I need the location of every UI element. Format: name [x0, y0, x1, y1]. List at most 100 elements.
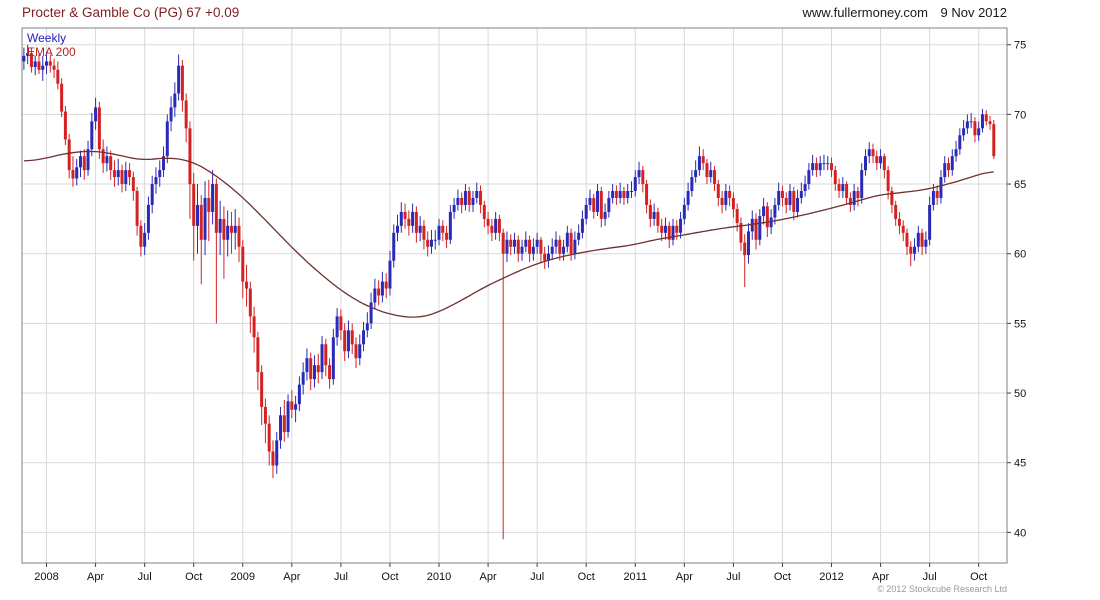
candle-body	[546, 253, 550, 261]
candle-body	[418, 225, 422, 233]
candle-body	[667, 225, 671, 240]
candle-body	[875, 156, 879, 164]
candle-body	[263, 406, 267, 424]
candle-body	[41, 65, 45, 70]
candle-body	[377, 288, 381, 296]
candle-body	[901, 225, 905, 233]
candle-body	[429, 239, 433, 247]
candle-body	[241, 246, 245, 282]
candle-body	[882, 156, 886, 171]
candle-body	[380, 281, 384, 296]
candle-body	[867, 149, 871, 157]
y-tick-label: 45	[1014, 458, 1026, 470]
candle-body	[784, 197, 788, 205]
ema-line	[23, 150, 994, 318]
candle-body	[422, 225, 426, 240]
candle-body	[343, 330, 347, 352]
y-tick-label: 55	[1014, 318, 1026, 330]
candle-body	[63, 111, 67, 140]
candle-body	[301, 372, 305, 385]
candle-body	[105, 156, 109, 164]
candle-body	[890, 191, 894, 205]
candle-body	[720, 197, 724, 205]
candle-body	[671, 225, 675, 240]
candle-body	[226, 225, 230, 240]
x-tick-label: Jul	[138, 571, 152, 583]
candle-body	[294, 404, 298, 410]
candle-body	[388, 260, 392, 289]
candle-body	[320, 344, 324, 373]
candle-body	[701, 156, 705, 164]
candle-body	[267, 423, 271, 452]
candle-body	[146, 204, 150, 233]
candle-body	[796, 197, 800, 212]
candle-body	[833, 170, 837, 185]
candle-body	[90, 121, 94, 150]
candle-body	[690, 177, 694, 192]
candle-body	[799, 191, 803, 198]
candle-body	[233, 225, 237, 233]
candle-body	[214, 184, 218, 233]
candle-body	[980, 114, 984, 129]
candle-body	[203, 197, 207, 240]
candle-body	[682, 204, 686, 219]
candle-body	[222, 218, 226, 240]
candle-body	[282, 415, 286, 433]
candle-body	[516, 239, 520, 254]
candle-body	[947, 163, 951, 171]
candle-body	[558, 239, 562, 254]
candle-body	[735, 209, 739, 224]
candle-body	[584, 204, 588, 219]
candle-body	[426, 239, 430, 247]
candle-body	[554, 239, 558, 247]
candle-body	[675, 225, 679, 233]
candle-body	[618, 191, 622, 198]
candle-body	[60, 83, 64, 112]
candle-body	[505, 239, 509, 254]
candle-body	[460, 197, 464, 205]
candle-body	[131, 177, 135, 192]
candle-body	[143, 232, 147, 247]
candle-body	[969, 121, 973, 123]
candle-body	[316, 365, 320, 373]
candle-body	[71, 170, 75, 179]
candle-body	[490, 225, 494, 233]
candle-body	[101, 149, 105, 164]
candle-body	[818, 163, 822, 171]
x-tick-label: Oct	[774, 571, 791, 583]
candle-body	[550, 246, 554, 254]
candle-body	[279, 415, 283, 441]
candle-body	[637, 170, 641, 178]
candle-body	[622, 191, 626, 198]
candle-body	[467, 191, 471, 205]
candle-body	[916, 232, 920, 247]
candle-body	[596, 191, 600, 212]
candle-body	[626, 191, 630, 198]
candle-body	[396, 225, 400, 233]
x-tick-label: Apr	[872, 571, 889, 583]
candle-body	[577, 232, 581, 240]
candle-body	[814, 163, 818, 171]
candle-body	[399, 211, 403, 226]
candle-body	[354, 344, 358, 359]
candle-body	[788, 191, 792, 205]
candle-body	[162, 156, 166, 171]
candle-body	[309, 358, 313, 380]
candle-body	[26, 53, 30, 56]
candle-body	[731, 197, 735, 210]
candle-body	[886, 170, 890, 192]
candle-body	[271, 451, 275, 466]
candle-body	[245, 281, 249, 289]
candle-body	[362, 330, 366, 345]
x-tick-label: Apr	[676, 571, 693, 583]
candlestick-series	[22, 44, 996, 540]
candle-body	[822, 163, 826, 165]
candle-body	[863, 156, 867, 171]
candle-body	[614, 191, 618, 198]
candle-body	[33, 61, 37, 68]
candle-body	[150, 184, 154, 205]
candle-body	[433, 239, 437, 241]
candle-body	[456, 197, 460, 205]
candle-body	[837, 184, 841, 192]
y-tick-label: 70	[1014, 109, 1026, 121]
